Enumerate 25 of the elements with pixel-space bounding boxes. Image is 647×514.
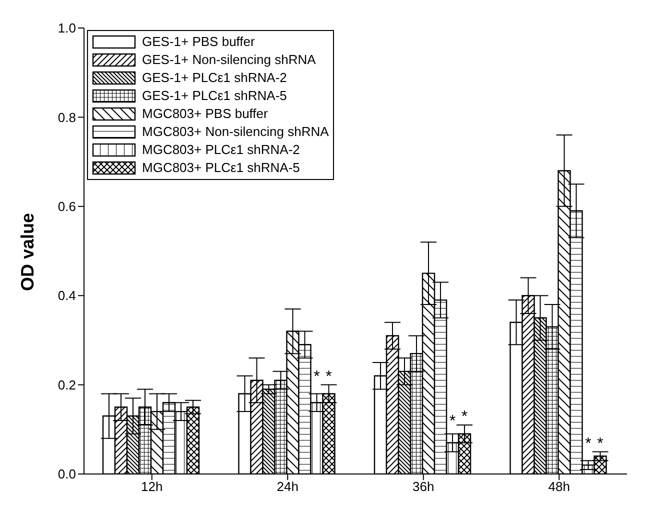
annotation: * — [461, 408, 468, 426]
y-tick-label: 0.4 — [58, 288, 76, 304]
annotation: * — [449, 413, 456, 430]
y-tick-label: 0.6 — [58, 199, 76, 214]
y-tick-label: 0.0 — [58, 466, 76, 482]
annotation: * — [326, 368, 332, 386]
y-tick-label: 0.8 — [58, 110, 76, 125]
legend-label: GES-1+ PBS buffer — [142, 33, 255, 51]
annotation: * — [585, 435, 592, 452]
x-tick-label: 48h — [548, 479, 570, 494]
legend-label: GES-1+ PLCε1 shRNA-2 — [142, 69, 287, 87]
legend-label: MGC803+ PBS buffer — [142, 105, 268, 123]
x-tick-label: 12h — [141, 479, 163, 494]
y-tick-label: 1.0 — [58, 20, 76, 36]
legend-label: GES-1+ Non-silencing shRNA — [142, 51, 316, 69]
legend-label: GES-1+ PLCε1 shRNA-5 — [142, 87, 287, 105]
legend-label: MGC803+ PLCε1 shRNA-2 — [142, 141, 300, 159]
legend-label: MGC803+ PLCε1 shRNA-5 — [142, 159, 300, 177]
annotation: * — [597, 435, 604, 452]
y-axis-title: OD value — [17, 212, 38, 291]
legend-label: MGC803+ Non-silencing shRNA — [142, 123, 329, 141]
y-tick-label: 0.2 — [58, 377, 76, 392]
annotation: * — [314, 368, 320, 386]
x-tick-label: 36h — [412, 479, 434, 494]
x-tick-label: 24h — [276, 479, 298, 494]
